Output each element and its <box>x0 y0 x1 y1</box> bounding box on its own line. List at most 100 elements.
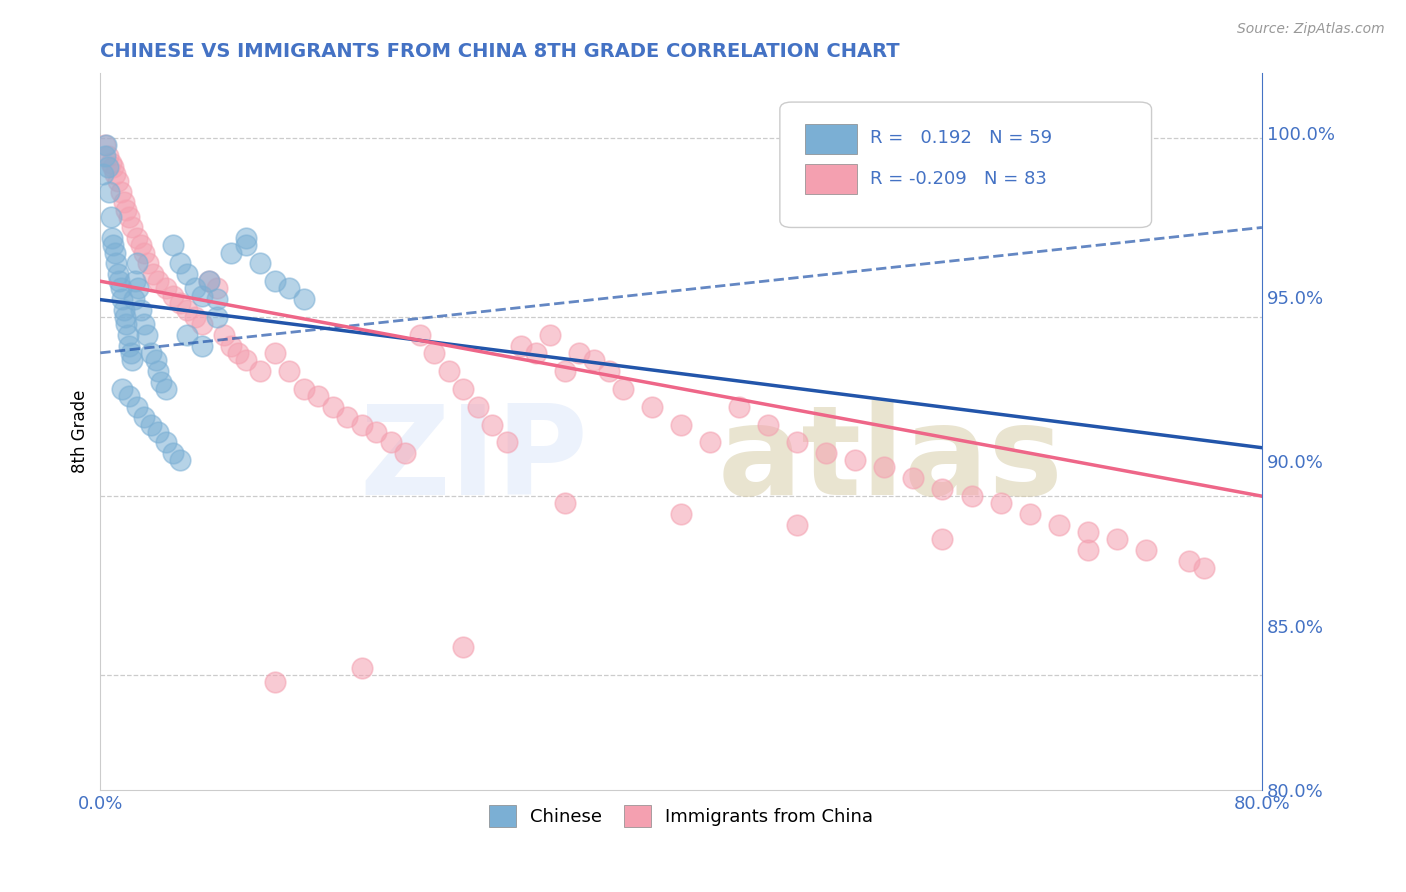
Point <box>135 327 157 342</box>
Point <box>481 417 503 432</box>
Point <box>107 174 129 188</box>
Point <box>114 310 136 324</box>
Point <box>598 364 620 378</box>
Point <box>93 138 115 153</box>
Point <box>110 185 132 199</box>
Point <box>112 302 135 317</box>
Point <box>453 382 475 396</box>
Point <box>292 382 315 396</box>
Point <box>226 346 249 360</box>
Point <box>136 256 159 270</box>
Point <box>198 274 221 288</box>
Point <box>100 156 122 170</box>
Point <box>1135 542 1157 557</box>
Point <box>191 288 214 302</box>
Point <box>568 346 591 360</box>
Point <box>582 353 605 368</box>
Point <box>263 274 285 288</box>
Point <box>728 400 751 414</box>
Point <box>278 281 301 295</box>
Point <box>141 417 163 432</box>
Point <box>1047 517 1070 532</box>
Point <box>96 138 118 153</box>
Point <box>1077 524 1099 539</box>
Point <box>176 267 198 281</box>
Point <box>111 292 134 306</box>
Point <box>510 339 533 353</box>
Text: R =   0.192   N = 59: R = 0.192 N = 59 <box>870 129 1053 147</box>
Point <box>366 425 388 439</box>
Point <box>786 517 808 532</box>
Point <box>122 292 145 306</box>
Point <box>112 195 135 210</box>
Point <box>107 267 129 281</box>
Point <box>97 149 120 163</box>
Point <box>931 482 953 496</box>
Point <box>453 640 475 654</box>
Point <box>155 382 177 396</box>
Point <box>931 532 953 546</box>
Point <box>235 353 257 368</box>
FancyBboxPatch shape <box>806 124 856 153</box>
Point <box>155 435 177 450</box>
Point <box>98 185 121 199</box>
Point <box>496 435 519 450</box>
Point <box>873 460 896 475</box>
Point <box>990 496 1012 510</box>
Point <box>524 346 547 360</box>
Point <box>278 364 301 378</box>
Point <box>176 302 198 317</box>
Point <box>219 339 242 353</box>
Point <box>554 496 576 510</box>
Point <box>380 435 402 450</box>
Point <box>205 281 228 295</box>
Point <box>145 353 167 368</box>
Point <box>960 489 983 503</box>
Point <box>111 382 134 396</box>
Point <box>117 327 139 342</box>
Point <box>307 389 329 403</box>
Point <box>155 281 177 295</box>
Point <box>125 400 148 414</box>
Point <box>249 256 271 270</box>
Point <box>336 410 359 425</box>
Point <box>612 382 634 396</box>
Point <box>786 435 808 450</box>
Point <box>103 238 125 252</box>
Point <box>118 210 141 224</box>
Point <box>235 231 257 245</box>
Point <box>148 274 170 288</box>
Point <box>115 317 138 331</box>
Point <box>1018 507 1040 521</box>
Point <box>198 274 221 288</box>
Point <box>162 238 184 252</box>
Y-axis label: 8th Grade: 8th Grade <box>72 390 89 474</box>
Point <box>176 327 198 342</box>
Point <box>103 160 125 174</box>
Point <box>121 220 143 235</box>
Point <box>148 364 170 378</box>
Point <box>132 245 155 260</box>
Point <box>104 245 127 260</box>
Point <box>132 410 155 425</box>
Point <box>540 327 562 342</box>
Point <box>100 210 122 224</box>
Point <box>437 364 460 378</box>
Text: atlas: atlas <box>717 400 1063 521</box>
Point <box>104 167 127 181</box>
Point <box>554 364 576 378</box>
Point <box>1077 542 1099 557</box>
Point <box>169 256 191 270</box>
Point <box>108 274 131 288</box>
Point <box>467 400 489 414</box>
Point <box>150 375 173 389</box>
Point <box>142 267 165 281</box>
Point <box>641 400 664 414</box>
Point <box>125 231 148 245</box>
Point <box>121 353 143 368</box>
Point <box>756 417 779 432</box>
Point <box>263 675 285 690</box>
Point <box>120 346 142 360</box>
Point <box>350 417 373 432</box>
Point <box>191 317 214 331</box>
